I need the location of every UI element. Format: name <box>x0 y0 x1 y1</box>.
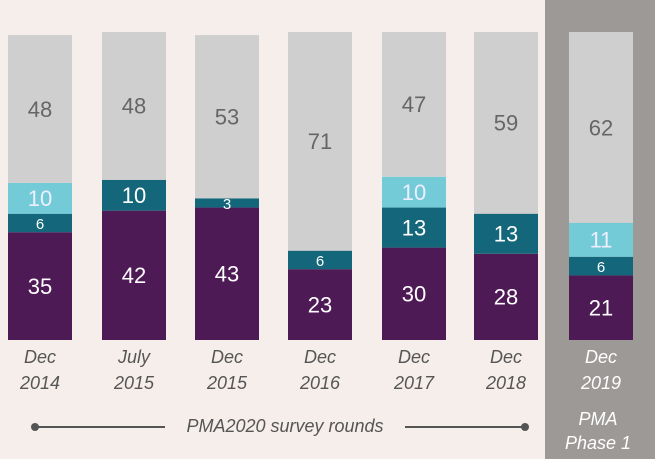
bar-segment <box>288 32 352 251</box>
x-tick-label: 2015 <box>206 373 248 393</box>
bar-segment <box>382 176 446 208</box>
x-tick-label: 2018 <box>485 373 526 393</box>
value-label: 35 <box>28 274 52 299</box>
bar-segment <box>382 32 446 177</box>
value-label: 43 <box>215 262 239 287</box>
value-label: 6 <box>316 253 324 270</box>
x-tick-label: July <box>117 347 151 367</box>
bar-segment <box>569 222 633 257</box>
x-tick-label: 2016 <box>299 373 341 393</box>
bar-segment <box>195 35 259 199</box>
value-label: 13 <box>402 215 426 240</box>
bar-segment <box>288 250 352 270</box>
value-label: 13 <box>494 222 518 247</box>
value-label: 6 <box>36 216 44 233</box>
phase-label: Phase 1 <box>565 433 631 453</box>
phase-label: PMA <box>578 409 617 429</box>
value-label: 3 <box>223 196 231 213</box>
value-label: 10 <box>28 186 52 211</box>
x-tick-label: 2017 <box>393 373 435 393</box>
bar-segment <box>288 269 352 340</box>
value-label: 10 <box>122 183 146 208</box>
value-label: 30 <box>402 282 426 307</box>
x-tick-label: Dec <box>490 347 522 367</box>
value-label: 47 <box>402 92 426 117</box>
bar-segment <box>8 35 72 183</box>
x-tick-label: 2014 <box>19 373 60 393</box>
bar-segment <box>382 207 446 248</box>
rounds-label-bg <box>165 414 405 440</box>
rounds-label: PMA2020 survey rounds <box>186 416 383 436</box>
bar-segment <box>102 210 166 340</box>
value-label: 48 <box>28 97 52 122</box>
value-label: 23 <box>308 292 332 317</box>
value-label: 71 <box>308 129 332 154</box>
rounds-dot <box>31 423 39 431</box>
bar-segment <box>8 232 72 340</box>
bar-segment <box>474 253 538 340</box>
bar-segment <box>569 256 633 276</box>
value-label: 53 <box>215 105 239 130</box>
value-label: 10 <box>402 180 426 205</box>
value-label: 62 <box>589 115 613 140</box>
x-tick-label: Dec <box>24 347 56 367</box>
x-tick-label: Dec <box>211 347 243 367</box>
rounds-dot <box>521 423 529 431</box>
value-label: 28 <box>494 285 518 310</box>
x-tick-label: 2019 <box>580 373 621 393</box>
value-label: 42 <box>122 263 146 288</box>
bar-segment <box>102 179 166 211</box>
bar-segment <box>195 207 259 340</box>
x-tick-label: Dec <box>585 347 617 367</box>
bar-segment <box>8 213 72 233</box>
bar-segment <box>102 32 166 180</box>
value-label: 11 <box>590 228 613 253</box>
x-tick-label: 2015 <box>113 373 155 393</box>
bar-segment <box>569 32 633 223</box>
value-label: 48 <box>122 94 146 119</box>
bar-segment <box>474 32 538 214</box>
bar-segment <box>382 247 446 340</box>
bar-segment <box>8 182 72 214</box>
x-tick-label: Dec <box>398 347 430 367</box>
bar-segment <box>569 275 633 340</box>
value-label: 59 <box>494 111 518 136</box>
x-tick-label: Dec <box>304 347 336 367</box>
bar-segment <box>195 198 259 208</box>
value-label: 21 <box>589 295 613 320</box>
value-label: 6 <box>597 259 605 276</box>
bar-segment <box>474 213 538 254</box>
